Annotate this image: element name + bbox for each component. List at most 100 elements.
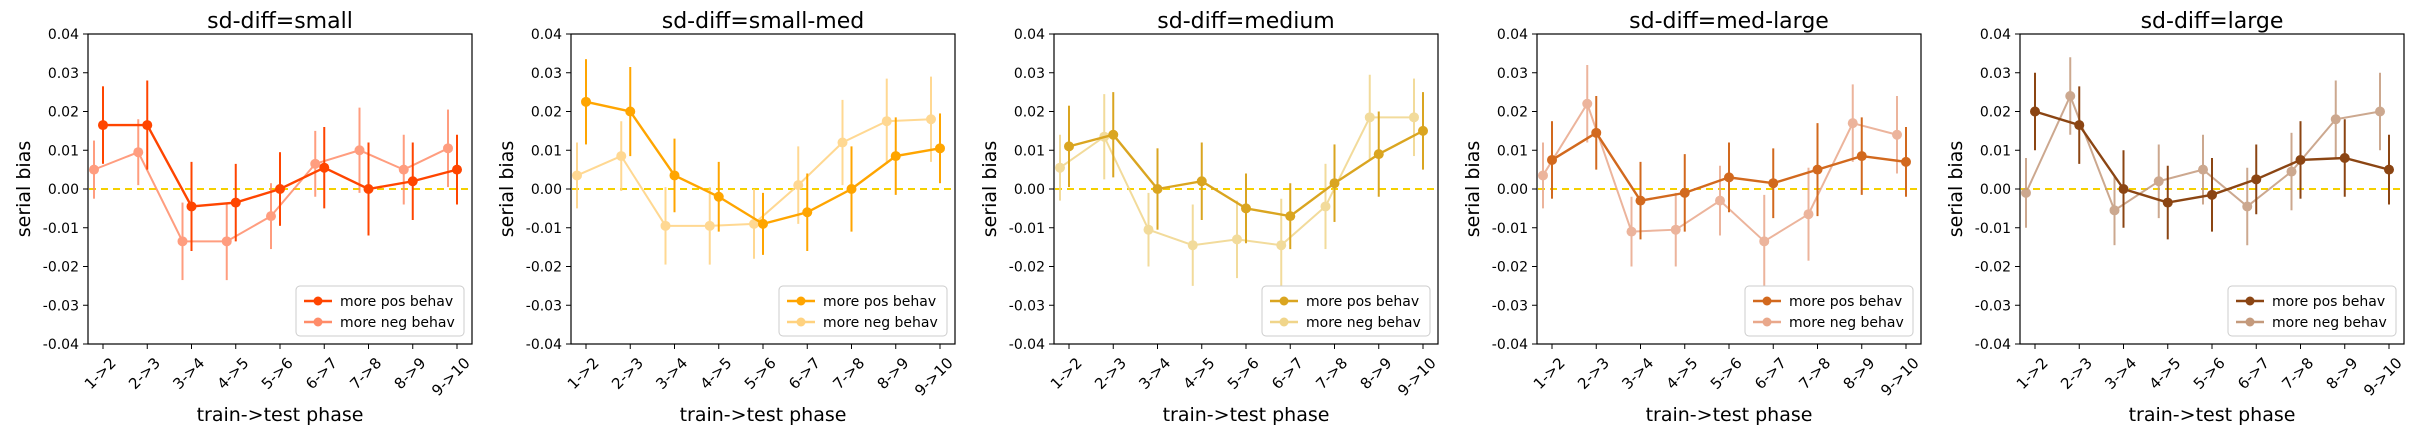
- series-more-pos-behav: [1064, 92, 1428, 250]
- x-tick-label: 8->9: [1357, 354, 1396, 393]
- data-point: [2074, 120, 2085, 131]
- data-point: [266, 211, 276, 222]
- series-more-neg-behav: [2021, 57, 2385, 246]
- x-tick-label: 1->2: [2013, 354, 2052, 393]
- data-point: [1143, 224, 1154, 235]
- x-tick-label: 6->7: [785, 354, 824, 393]
- data-point: [581, 96, 591, 107]
- x-tick-label: 2->3: [2057, 354, 2096, 393]
- data-point: [616, 151, 627, 162]
- y-tick-label: 0.04: [48, 27, 79, 43]
- x-axis-label: train->test phase: [1163, 404, 1330, 426]
- y-tick-label: 0.04: [1497, 27, 1528, 43]
- y-tick-label: 0.02: [531, 105, 562, 121]
- x-tick-label: 9->10: [1394, 354, 1440, 400]
- x-tick-label: 6->7: [2234, 354, 2273, 393]
- x-tick-label: 3->4: [1618, 354, 1657, 393]
- y-tick-label: 0.03: [1014, 66, 1045, 82]
- data-point: [1329, 178, 1340, 189]
- data-point: [713, 191, 724, 202]
- y-axis-label: serial bias: [496, 141, 518, 238]
- data-point: [660, 220, 671, 231]
- data-point: [407, 176, 418, 187]
- data-point: [1670, 224, 1681, 235]
- x-tick-label: 4->5: [1663, 354, 1702, 393]
- data-point: [935, 143, 945, 154]
- y-tick-label: -0.01: [43, 221, 79, 237]
- data-point: [2242, 201, 2253, 212]
- subplot-5: sd-diff=large 0.04 0.03 0.02 0.01 0.00 -0.01 -0…: [1945, 9, 2406, 426]
- data-point: [802, 207, 813, 218]
- data-point: [1055, 162, 1065, 173]
- legend-label: more neg behav: [1789, 315, 1904, 331]
- data-point: [1196, 176, 1207, 187]
- x-tick-label: 4->5: [2146, 354, 2185, 393]
- data-point: [2118, 184, 2129, 194]
- y-tick-label: 0.01: [48, 143, 79, 159]
- data-point: [1064, 141, 1074, 152]
- y-tick-label: -0.03: [43, 298, 79, 314]
- subplot-title: sd-diff=small: [207, 9, 353, 34]
- x-tick-label: 8->9: [1840, 354, 1879, 393]
- data-point: [1418, 125, 1428, 136]
- x-tick-label: 8->9: [2323, 354, 2362, 393]
- x-tick-label: 1->2: [564, 354, 603, 393]
- series-more-pos-behav: [1547, 96, 1911, 240]
- y-axis-label: serial bias: [979, 141, 1001, 238]
- y-tick-label: 0.02: [1980, 105, 2011, 121]
- legend-swatch-marker: [1279, 317, 1289, 327]
- data-point: [186, 201, 197, 212]
- x-tick-label: 7->8: [1795, 354, 1834, 393]
- x-tick-label: 3->4: [1135, 354, 1174, 393]
- data-point: [837, 137, 848, 148]
- data-point: [1892, 129, 1902, 140]
- data-point: [1759, 236, 1770, 247]
- x-tick-label: 3->4: [2101, 354, 2140, 393]
- series-more-pos-behav: [581, 59, 945, 255]
- y-tick-label: 0.01: [1980, 143, 2011, 159]
- y-tick-label: 0.02: [1497, 105, 1528, 121]
- legend-label: more pos behav: [1306, 294, 1419, 310]
- x-tick-label: 2->3: [608, 354, 647, 393]
- data-point: [1591, 127, 1602, 138]
- y-axis-label: serial bias: [13, 141, 35, 238]
- x-tick-label: 7->8: [829, 354, 868, 393]
- data-point: [310, 158, 321, 169]
- y-tick-label: -0.01: [1492, 221, 1528, 237]
- legend-swatch-marker: [1762, 296, 1772, 306]
- x-tick-label: 1->2: [81, 354, 120, 393]
- data-point: [89, 164, 99, 175]
- data-point: [1724, 172, 1734, 183]
- x-tick-label: 1->2: [1530, 354, 1569, 393]
- legend-label: more neg behav: [2272, 315, 2387, 331]
- legend-swatch-marker: [313, 317, 323, 327]
- x-axis-label: train->test phase: [1646, 404, 1813, 426]
- data-point: [1803, 209, 1814, 220]
- data-point: [1320, 201, 1331, 212]
- data-point: [1847, 118, 1858, 129]
- y-tick-label: -0.02: [1492, 260, 1528, 276]
- y-tick-label: -0.02: [1975, 260, 2011, 276]
- x-axis-label: train->test phase: [197, 404, 364, 426]
- data-point: [1715, 195, 1725, 206]
- data-point: [625, 106, 636, 117]
- y-tick-label: 0.04: [1980, 27, 2011, 43]
- y-tick-label: 0.01: [1497, 143, 1528, 159]
- x-tick-label: 5->6: [2190, 354, 2229, 393]
- data-point: [2207, 189, 2217, 200]
- x-tick-label: 4->5: [697, 354, 736, 393]
- data-point: [1856, 151, 1867, 162]
- data-point: [1232, 234, 1242, 245]
- y-tick-label: -0.04: [43, 337, 79, 353]
- y-tick-label: 0.00: [531, 182, 562, 198]
- data-point: [221, 236, 232, 247]
- data-point: [1679, 187, 1690, 198]
- legend-label: more neg behav: [340, 315, 455, 331]
- legend-box: [1261, 285, 1431, 337]
- data-point: [1582, 98, 1593, 109]
- y-tick-label: -0.03: [1009, 298, 1045, 314]
- series-more-pos-behav: [2030, 72, 2394, 240]
- data-point: [881, 116, 892, 127]
- y-axis-label: serial bias: [1462, 141, 1484, 238]
- y-tick-label: -0.04: [1009, 337, 1045, 353]
